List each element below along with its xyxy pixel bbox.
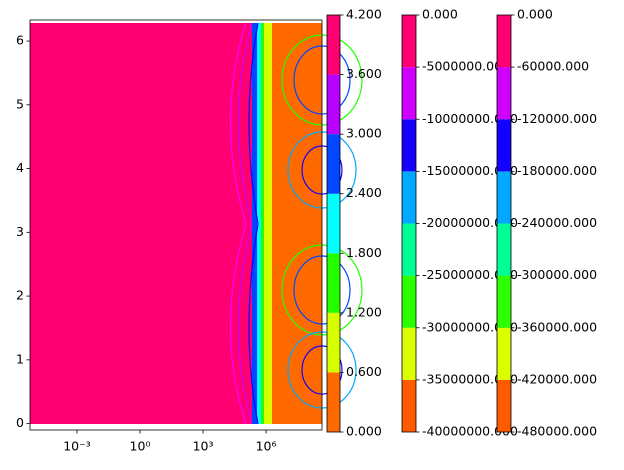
colorbar-band <box>402 15 416 68</box>
colorbar-tick-label: 3.600 <box>346 66 382 81</box>
y-tick-label: 1 <box>16 351 24 366</box>
colorbar-band <box>327 193 340 254</box>
colorbar-tick-label: -10000000.000 <box>422 111 518 126</box>
colorbar-band <box>497 171 511 224</box>
colorbar-tick-label: 3.000 <box>346 126 382 141</box>
colorbar-tick-label: 4.200 <box>346 7 382 22</box>
colorbar-tick-label: -25000000.000 <box>422 267 518 282</box>
y-tick-label: 0 <box>16 415 24 430</box>
colorbar-tick-label: -240000.000 <box>517 215 597 230</box>
colorbar-band <box>497 119 511 172</box>
colorbar-band <box>327 15 340 75</box>
colorbar-tick-label: -480000.000 <box>517 424 597 439</box>
contour-field <box>30 22 363 425</box>
colorbar-band <box>497 327 511 380</box>
colorbar-band <box>402 223 416 276</box>
y-tick-label: 3 <box>16 224 24 239</box>
colorbar-band <box>497 275 511 328</box>
colorbar-band <box>327 134 340 194</box>
colorbar-tick-label: 2.400 <box>346 185 382 200</box>
colorbar-tick-label: -180000.000 <box>517 163 597 178</box>
colorbar-band <box>402 119 416 172</box>
axes-frame <box>29 19 323 431</box>
colorbar-band <box>402 327 416 380</box>
x-tick-label: 10⁰ <box>130 439 151 454</box>
x-tick-label: 10³ <box>193 439 214 454</box>
colorbar-band <box>327 372 340 432</box>
colorbar-band <box>402 171 416 224</box>
colorbar-tick-label: -360000.000 <box>517 319 597 334</box>
colorbar-band <box>497 379 511 432</box>
y-tick-label: 2 <box>16 288 24 303</box>
colorbar-tick-label: -20000000.000 <box>422 215 518 230</box>
colorbar-band <box>402 67 416 120</box>
x-tick-label: 10⁶ <box>256 439 277 454</box>
colorbar-tick-label: -5000000.000 <box>422 59 510 74</box>
x-tick-label: 10⁻³ <box>63 439 91 454</box>
y-tick-label: 4 <box>16 160 24 175</box>
colorbar-band <box>402 379 416 432</box>
colorbar-tick-label: -420000.000 <box>517 371 597 386</box>
colorbar-band <box>327 253 340 313</box>
colorbar-tick-label: -30000000.000 <box>422 319 518 334</box>
colorbar-tick-label: -35000000.000 <box>422 371 518 386</box>
colorbar-tick-label: 1.200 <box>346 304 382 319</box>
colorbar-band <box>497 67 511 120</box>
colorbar-tick-label: -15000000.000 <box>422 163 518 178</box>
colorbar-tick-label: -60000.000 <box>517 59 589 74</box>
colorbar-tick-label: 0.600 <box>346 364 382 379</box>
colorbar-tick-label: 0.000 <box>346 424 382 439</box>
colorbar-band <box>327 312 340 373</box>
y-tick-label: 5 <box>16 96 24 111</box>
colorbar-tick-label: -120000.000 <box>517 111 597 126</box>
colorbar-band <box>327 74 340 135</box>
colorbar-tick-label: 0.000 <box>517 7 553 22</box>
colorbar-band <box>497 15 511 68</box>
colorbar-tick-label: -40000000.000 <box>422 424 518 439</box>
colorbar-band <box>497 223 511 276</box>
colorbar-frame <box>326 14 341 433</box>
y-tick-label: 6 <box>16 33 24 48</box>
colorbar-tick-label: -300000.000 <box>517 267 597 282</box>
colorbar-tick-label: 0.000 <box>422 7 458 22</box>
colorbar-tick-label: 1.800 <box>346 245 382 260</box>
colorbar-band <box>402 275 416 328</box>
